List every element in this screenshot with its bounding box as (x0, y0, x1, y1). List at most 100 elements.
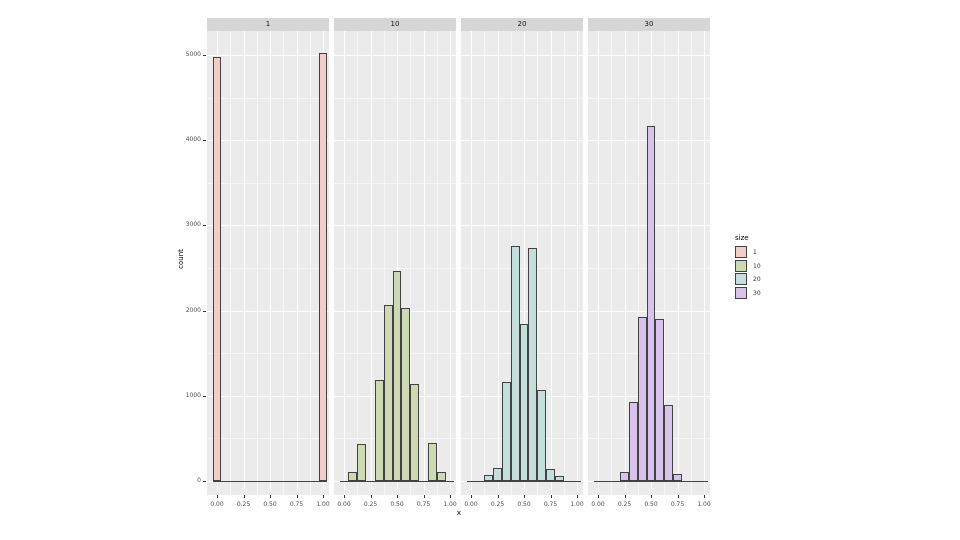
histogram-bar (537, 389, 547, 481)
gridline-minor-y (207, 438, 329, 440)
histogram-baseline (466, 481, 582, 482)
gridline-minor-y (207, 353, 329, 355)
gridline-major-x (296, 31, 298, 495)
x-tick-mark (270, 495, 271, 498)
legend-item-label: 10 (753, 262, 761, 270)
facet-strip: 10 (334, 18, 456, 31)
gridline-major-y (207, 310, 329, 312)
gridline-major-y (207, 395, 329, 397)
histogram-bar (410, 383, 420, 481)
histogram-bar (519, 324, 529, 481)
x-tick-mark (704, 495, 705, 498)
histogram-bar (554, 475, 564, 481)
x-tick-label: 0.75 (289, 501, 304, 508)
x-tick-mark (550, 495, 552, 498)
gridline-major-y (461, 140, 583, 142)
gridline-minor-x (436, 31, 438, 495)
gridline-major-y (334, 55, 456, 56)
x-tick-mark (370, 495, 372, 498)
gridline-major-x (524, 31, 525, 495)
legend-items: 1 10 20 30 (735, 246, 795, 300)
histogram-bar (374, 380, 384, 481)
y-tick-label: 3000 (185, 221, 201, 229)
gridline-major-x (550, 31, 552, 495)
gridline-minor-y (461, 97, 583, 99)
histogram-bar (628, 401, 638, 481)
gridline-minor-y (334, 182, 456, 184)
gridline-major-y (588, 55, 710, 56)
legend-item-label: 30 (753, 289, 761, 297)
gridline-major-y (207, 225, 329, 227)
x-tick-mark (344, 495, 345, 498)
facet-strip-label: 10 (390, 20, 400, 28)
gridline-minor-x (383, 31, 385, 495)
legend-item-label: 20 (753, 276, 761, 283)
legend-key-swatch (735, 286, 747, 299)
x-tick-mark (217, 495, 218, 498)
x-tick-mark (577, 495, 578, 498)
y-tick-label: 4000 (185, 136, 201, 144)
y-tick-mark (203, 481, 206, 482)
gridline-major-x (370, 31, 372, 495)
x-axis-title: x (456, 509, 462, 517)
gridline-minor-y (334, 97, 456, 99)
x-tick-mark (296, 495, 298, 498)
x-tick-label: 1.00 (316, 501, 330, 508)
histogram-bar (528, 247, 538, 481)
gridline-major-y (207, 55, 329, 56)
gridline-minor-x (537, 31, 539, 495)
gridline-minor-y (207, 97, 329, 99)
gridline-major-x (624, 31, 626, 495)
x-tick-label: 0.00 (210, 501, 224, 508)
legend-key-swatch (735, 259, 747, 272)
gridline-minor-x (410, 31, 412, 495)
histogram-bar (357, 443, 367, 481)
y-axis-title: count (177, 249, 185, 269)
gridline-minor-y (207, 268, 329, 269)
y-tick-mark (203, 55, 206, 56)
histogram-bar (484, 475, 494, 481)
gridline-minor-x (563, 31, 565, 495)
legend-item: 10 (735, 259, 795, 274)
legend-key-swatch (735, 246, 747, 258)
gridline-major-x (577, 31, 578, 495)
gridline-major-x (450, 31, 451, 495)
x-tick-label: 1.00 (697, 501, 711, 508)
gridline-minor-x (611, 31, 613, 495)
y-tick-label: 5000 (185, 51, 201, 58)
histogram-bar (637, 316, 647, 481)
legend-item: 30 (735, 286, 795, 301)
gridline-major-y (334, 225, 456, 227)
gridline-minor-y (461, 268, 583, 269)
histogram-bar (664, 405, 674, 481)
x-tick-label: 0.25 (236, 501, 251, 508)
x-tick-mark (524, 495, 525, 498)
facet-strip: 30 (588, 18, 710, 31)
x-tick-mark (497, 495, 499, 498)
legend-item-label: 1 (753, 249, 757, 256)
facet-strip-label: 1 (265, 20, 271, 28)
gridline-minor-x (283, 31, 285, 495)
facet-panel (461, 31, 583, 495)
x-tick-label: 0.00 (591, 501, 605, 508)
facet-panel (334, 31, 456, 495)
gridline-minor-y (207, 182, 329, 184)
x-tick-label: 0.75 (670, 501, 685, 508)
x-tick-mark (471, 495, 472, 498)
gridline-major-x (677, 31, 679, 495)
gridline-minor-y (334, 268, 456, 269)
facet-panel (588, 31, 710, 495)
gridline-minor-x (484, 31, 486, 495)
histogram-bar (427, 443, 437, 481)
histogram-baseline (339, 481, 455, 482)
y-tick-label: 2000 (185, 306, 201, 314)
legend-item: 1 (735, 246, 795, 260)
gridline-minor-x (256, 31, 258, 495)
x-tick-label: 0.00 (464, 501, 478, 508)
histogram-bar (620, 472, 629, 481)
facet-strip: 20 (461, 18, 583, 31)
x-tick-mark (598, 495, 599, 498)
gridline-minor-x (637, 31, 639, 495)
x-tick-mark (677, 495, 679, 498)
